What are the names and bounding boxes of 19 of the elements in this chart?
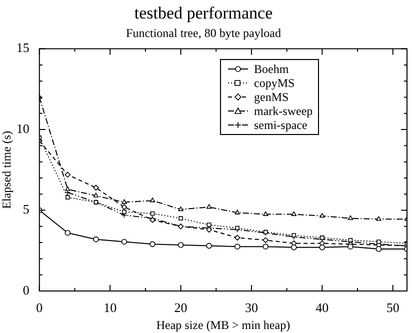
legend-label: Boehm: [254, 62, 289, 76]
x-tick-label: 10: [104, 300, 117, 316]
legend-label: mark-sweep: [254, 104, 313, 118]
x-axis-title: Heap size (MB > min heap): [156, 318, 290, 332]
legend-label: genMS: [254, 90, 289, 104]
chart-title: testbed performance: [134, 4, 273, 23]
y-axis-title: Elapsed time (s): [0, 130, 14, 209]
x-tick-label: 20: [174, 300, 188, 316]
chart-subtitle: Functional tree, 80 byte payload: [126, 26, 281, 40]
x-tick-label: 40: [316, 300, 329, 316]
legend-label: copyMS: [254, 76, 295, 90]
x-tick-label: 50: [386, 300, 400, 316]
y-tick-label: 15: [16, 40, 30, 56]
y-tick-label: 0: [22, 282, 30, 298]
x-tick-label: 0: [36, 300, 43, 316]
y-tick-label: 10: [16, 120, 30, 136]
x-tick-label: 30: [244, 300, 258, 316]
y-tick-label: 5: [22, 202, 30, 217]
legend-label: semi-space: [254, 118, 308, 132]
